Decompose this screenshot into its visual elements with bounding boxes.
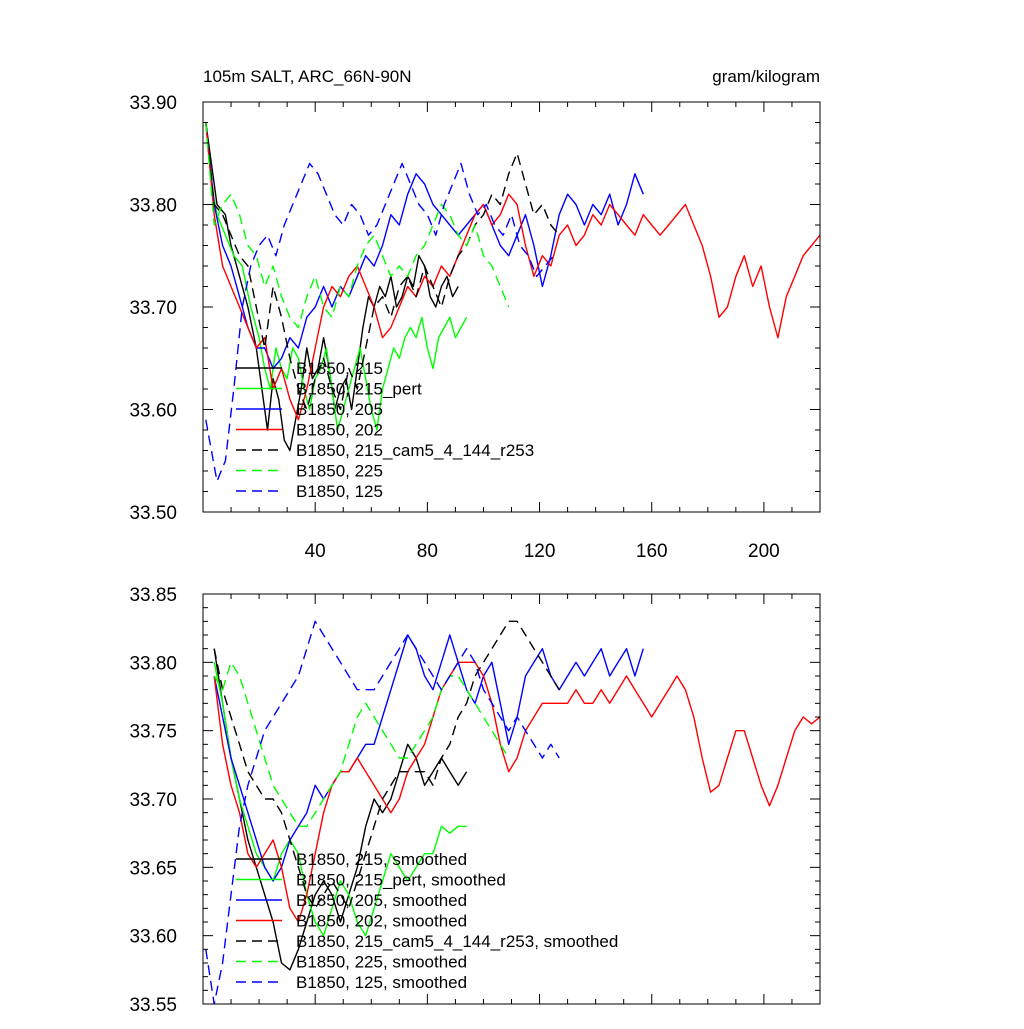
bottom-y-tick-label: 33.75 xyxy=(129,722,177,743)
bottom-series-b1850-202-smoothed xyxy=(213,661,820,923)
top-x-tick-label: 120 xyxy=(524,541,556,562)
top-legend-label: B1850, 202 xyxy=(296,421,383,440)
bottom-legend-label: B1850, 215_pert, smoothed xyxy=(296,871,506,890)
top-x-tick-label: 160 xyxy=(636,541,668,562)
bottom-plot-frame xyxy=(202,593,821,1005)
top-legend-label: B1850, 215_pert xyxy=(296,380,422,399)
bottom-legend-label: B1850, 225, smoothed xyxy=(296,953,467,972)
top-plot-frame xyxy=(202,101,821,513)
bottom-series-b1850-215-cam5-4-144-r253-smoothed xyxy=(213,620,560,909)
top-legend-label: B1850, 225 xyxy=(296,462,383,481)
bottom-y-tick-label: 33.70 xyxy=(129,790,177,811)
bottom-legend-label: B1850, 205, smoothed xyxy=(296,891,467,910)
top-legend-label: B1850, 215_cam5_4_144_r253 xyxy=(296,441,534,460)
bottom-series-b1850-205-smoothed xyxy=(213,634,644,882)
bottom-series-group xyxy=(205,620,820,1004)
bottom-axis-ticks xyxy=(203,593,820,1005)
bottom-y-tick-label: 33.60 xyxy=(129,927,177,948)
bottom-y-tick-label: 33.55 xyxy=(129,995,177,1016)
top-series-b1850-215-cam5-4-144-r253 xyxy=(205,122,560,411)
top-legend-label: B1850, 205 xyxy=(296,400,383,419)
bottom-y-tick-label: 33.65 xyxy=(129,858,177,879)
top-legend-label: B1850, 215 xyxy=(296,359,383,378)
top-y-tick-label: 33.60 xyxy=(129,401,177,422)
top-series-b1850-125 xyxy=(205,162,555,482)
top-series-b1850-225 xyxy=(205,122,510,329)
top-y-tick-label: 33.70 xyxy=(129,298,177,319)
top-series-b1850-202 xyxy=(205,122,820,421)
top-x-tick-label: 200 xyxy=(748,541,780,562)
bottom-tick-labels: 33.55 33.60 33.65 33.70 33.75 33.80 33.85 xyxy=(129,585,177,1016)
top-y-tick-label: 33.90 xyxy=(129,93,177,114)
top-series-b1850-205 xyxy=(205,122,644,370)
top-panel: 105m SALT, ARC_66N-90N gram/kilogram 33.… xyxy=(129,67,821,562)
bottom-legend: B1850, 215, smoothed B1850, 215_pert, smo… xyxy=(236,850,618,992)
top-y-tick-label: 33.80 xyxy=(129,196,177,217)
title-right: gram/kilogram xyxy=(712,67,820,86)
top-series-group xyxy=(205,122,820,482)
top-y-tick-label: 33.50 xyxy=(129,503,177,524)
bottom-legend-label: B1850, 202, smoothed xyxy=(296,912,467,931)
bottom-y-tick-label: 33.85 xyxy=(129,585,177,606)
bottom-series-b1850-225-smoothed xyxy=(213,661,510,827)
title-left: 105m SALT, ARC_66N-90N xyxy=(203,67,412,86)
bottom-legend-label: B1850, 215, smoothed xyxy=(296,850,467,869)
top-x-tick-label: 80 xyxy=(417,541,438,562)
top-x-tick-label: 40 xyxy=(305,541,326,562)
bottom-series-b1850-215-pert-smoothed xyxy=(213,662,467,937)
top-legend-label: B1850, 125 xyxy=(296,482,383,501)
top-tick-labels: 33.50 33.60 33.70 33.80 33.90 40 80 120 160 200 xyxy=(129,93,779,562)
bottom-panel: 33.55 33.60 33.65 33.70 33.75 33.80 33.85 B185… xyxy=(129,585,821,1016)
bottom-y-tick-label: 33.80 xyxy=(129,653,177,674)
bottom-legend-label: B1850, 215_cam5_4_144_r253, smoothed xyxy=(296,932,618,951)
bottom-legend-label: B1850, 125, smoothed xyxy=(296,973,467,992)
bottom-series-b1850-125-smoothed xyxy=(205,620,560,1004)
top-series-b1850-215 xyxy=(205,122,459,452)
